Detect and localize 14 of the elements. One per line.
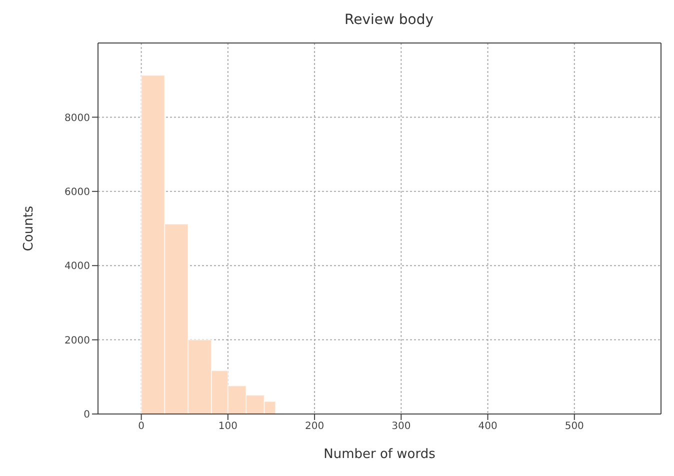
x-tick-label: 500 <box>564 421 584 432</box>
y-tick-label: 6000 <box>64 186 90 198</box>
y-axis-title: Counts <box>22 206 37 252</box>
y-tick-label: 8000 <box>64 112 90 124</box>
x-tick-label: 0 <box>138 421 144 432</box>
x-tick-label: 200 <box>304 421 324 432</box>
x-tick-label: 300 <box>392 421 411 432</box>
x-axis-title: Number of words <box>324 447 436 462</box>
x-tick-label: 100 <box>218 421 238 432</box>
x-tick-label: 400 <box>478 421 498 432</box>
y-tick-label: 0 <box>84 410 90 421</box>
y-tick-label: 4000 <box>64 261 90 272</box>
chart-title: Review body <box>343 12 435 28</box>
y-tick-label: 2000 <box>64 335 90 346</box>
